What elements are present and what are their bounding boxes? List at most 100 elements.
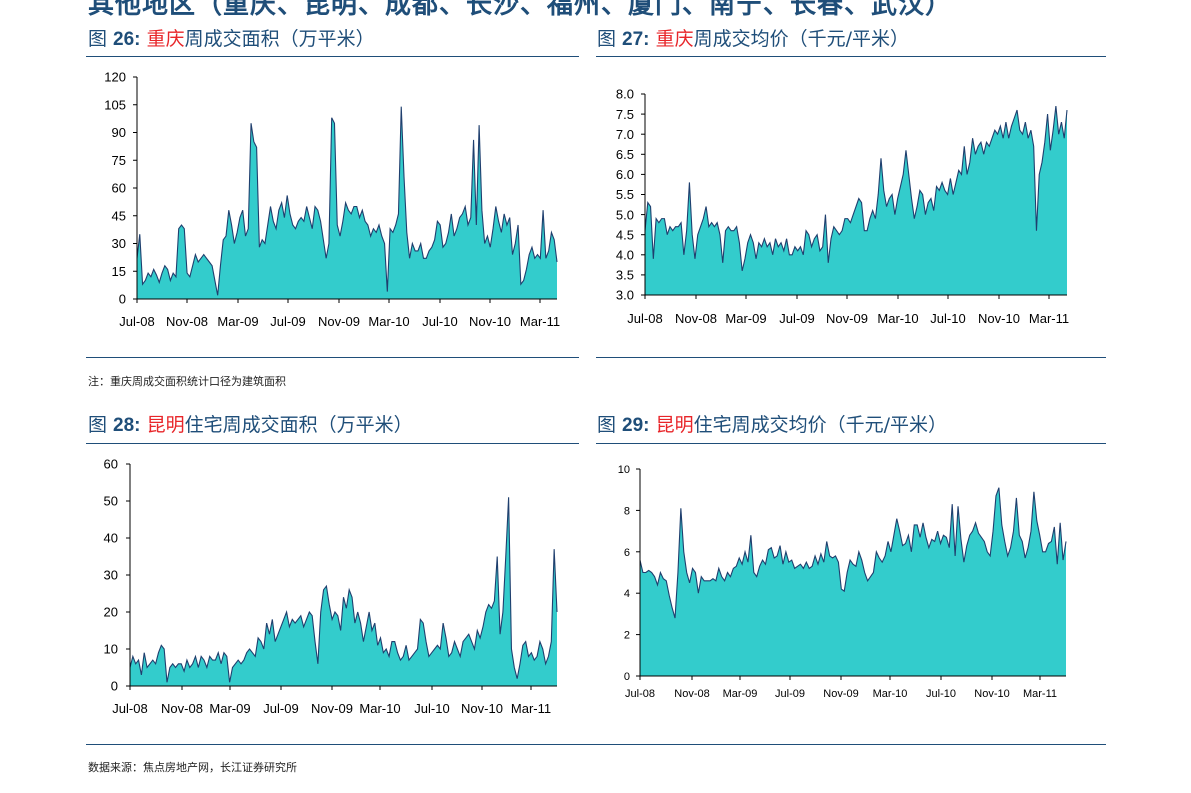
x-tick-label: Nov-08	[166, 314, 208, 329]
figure-city: 重庆	[146, 28, 185, 50]
x-tick-label: Nov-09	[318, 314, 360, 329]
x-tick-label: Mar-11	[1023, 688, 1057, 700]
source-text: 数据来源：焦点房地产网，长江证券研究所	[88, 761, 297, 774]
area-fill	[645, 106, 1067, 295]
x-tick-label: Mar-09	[217, 314, 258, 329]
x-tick-label: Mar-11	[511, 701, 551, 716]
x-tick-label: Mar-09	[725, 311, 766, 326]
figure-city: 重庆	[655, 28, 694, 50]
figure-city: 昆明	[655, 414, 694, 436]
figure-prefix: 图	[88, 414, 114, 436]
y-tick-label: 60	[104, 457, 118, 472]
x-tick-label: Mar-09	[723, 688, 758, 700]
y-tick-label: 15	[112, 264, 126, 279]
x-tick-label: Jul-08	[119, 314, 154, 329]
figure-28-rule	[86, 443, 579, 444]
y-tick-label: 7.0	[616, 127, 634, 142]
series-line	[644, 105, 1068, 272]
x-tick-label: Nov-08	[674, 688, 709, 700]
y-tick-label: 3.5	[616, 268, 634, 283]
x-tick-label: Jul-08	[625, 688, 655, 700]
figure-prefix: 图	[597, 414, 623, 436]
series-line	[639, 487, 1067, 619]
y-tick-label: 40	[104, 531, 118, 546]
y-tick-label: 0	[111, 679, 118, 694]
x-tick-label: Nov-10	[978, 311, 1020, 326]
figure-prefix: 图	[597, 28, 623, 50]
x-tick-label: Jul-09	[270, 314, 305, 329]
figure-subject: 周成交均价（千元/平米）	[693, 28, 909, 50]
x-tick-label: Nov-09	[311, 701, 353, 716]
y-tick-label: 8.0	[616, 87, 634, 102]
y-tick-label: 5.5	[616, 187, 634, 202]
x-tick-label: Nov-08	[675, 311, 717, 326]
x-tick-label: Mar-10	[359, 701, 400, 716]
x-tick-label: Mar-10	[877, 311, 918, 326]
bottom-rule	[86, 744, 1106, 745]
x-tick-label: Mar-11	[520, 314, 560, 329]
y-tick-label: 7.5	[616, 107, 634, 122]
x-tick-label: Mar-11	[1029, 311, 1069, 326]
figure-prefix: 图	[88, 28, 114, 50]
figure-26-title: 图 26: 重庆周成交面积（万平米）	[88, 24, 375, 51]
y-tick-label: 6.5	[616, 147, 634, 162]
x-tick-label: Jul-09	[779, 311, 814, 326]
figure-27-rule	[596, 56, 1106, 57]
y-tick-label: 45	[112, 208, 126, 223]
y-tick-label: 90	[112, 125, 126, 140]
x-tick-label: Jul-09	[263, 701, 298, 716]
y-tick-label: 4	[624, 588, 630, 600]
x-tick-label: Nov-10	[469, 314, 511, 329]
series-line	[129, 497, 558, 683]
note-text: 注：重庆周成交面积统计口径为建筑面积	[88, 375, 286, 388]
figure-number: 26:	[113, 29, 141, 50]
y-tick-label: 4.5	[616, 227, 634, 242]
x-tick-label: Jul-10	[414, 701, 449, 716]
series-line	[136, 106, 558, 296]
y-tick-label: 105	[104, 97, 126, 112]
figure-city: 昆明	[146, 414, 185, 436]
y-tick-label: 75	[112, 153, 126, 168]
y-tick-label: 0	[624, 671, 630, 683]
x-tick-label: Nov-10	[974, 688, 1009, 700]
x-tick-label: Nov-09	[823, 688, 858, 700]
x-tick-label: Jul-08	[112, 701, 147, 716]
figure-26-rule	[86, 56, 579, 57]
figure-27-title: 图 27: 重庆周成交均价（千元/平米）	[597, 24, 909, 51]
y-tick-label: 50	[104, 494, 118, 509]
y-tick-label: 0	[119, 292, 126, 307]
y-tick-label: 4.0	[616, 247, 634, 262]
y-tick-label: 10	[104, 642, 118, 657]
x-tick-label: Mar-10	[368, 314, 409, 329]
y-tick-label: 30	[112, 236, 126, 251]
figure-number: 29:	[622, 415, 650, 436]
x-tick-label: Jul-10	[422, 314, 457, 329]
x-tick-label: Nov-09	[826, 311, 868, 326]
y-tick-label: 2	[624, 630, 630, 642]
y-tick-label: 20	[104, 605, 118, 620]
y-tick-label: 120	[104, 70, 126, 85]
y-tick-label: 3.0	[616, 288, 634, 303]
figure-29-rule	[596, 443, 1106, 444]
y-tick-label: 60	[112, 181, 126, 196]
figure-number: 28:	[113, 415, 141, 436]
area-fill	[137, 106, 557, 299]
area-fill	[640, 487, 1066, 676]
figure-subject: 住宅周成交均价（千元/平米）	[693, 414, 947, 436]
x-tick-label: Jul-08	[627, 311, 662, 326]
x-tick-label: Nov-08	[161, 701, 203, 716]
y-tick-label: 6	[624, 547, 630, 559]
y-tick-label: 8	[624, 505, 630, 517]
x-tick-label: Jul-10	[926, 688, 956, 700]
section-rule-right	[596, 357, 1106, 358]
top-heading-fragment: 其他地区（重庆、昆明、成都、长沙、福州、厦门、南宁、长春、武汉）	[88, 0, 953, 20]
x-tick-label: Jul-10	[930, 311, 965, 326]
figure-subject: 住宅周成交面积（万平米）	[184, 414, 413, 436]
y-tick-label: 5.0	[616, 207, 634, 222]
x-tick-label: Nov-10	[461, 701, 503, 716]
figure-subject: 周成交面积（万平米）	[184, 28, 375, 50]
